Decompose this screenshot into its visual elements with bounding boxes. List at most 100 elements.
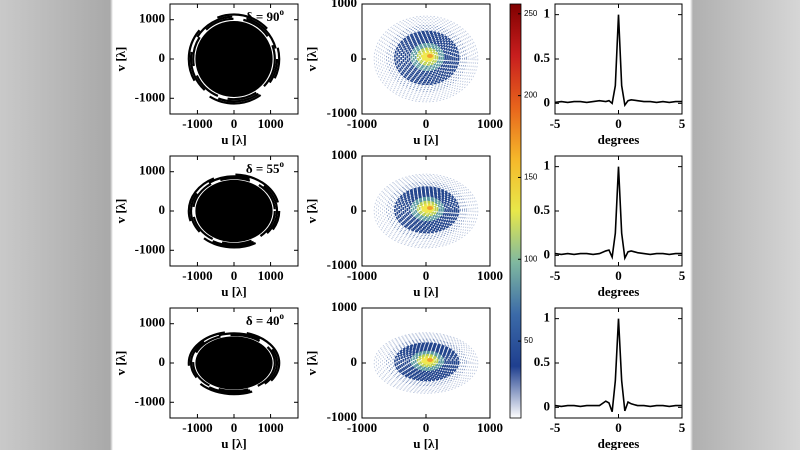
density-ring [414,45,441,68]
y-tick-label: 1000 [331,147,357,162]
density-ring [377,18,475,99]
x-tick-label: 1000 [477,116,503,131]
y-tick-label: 0 [351,202,358,217]
density-peak [427,54,433,58]
density-ring [402,346,452,377]
beam-profile [554,318,682,413]
beam-profile [554,14,682,108]
density [373,15,479,103]
density-ring [375,175,477,247]
coverage [187,13,281,105]
uv-coverage [195,179,273,243]
y-tick-label: 0 [544,94,551,109]
density-ring [416,200,439,217]
y-tick-label: -1000 [135,393,165,408]
y-tick-label: -1000 [327,409,357,424]
annotation-superscript: o [280,7,285,17]
x-tick-label: -1000 [347,420,377,435]
colorbar-tick-label: 50 [524,336,533,345]
colorbar-tick-label: 250 [524,9,538,18]
density-ring [377,334,475,392]
density-ring [396,343,458,380]
density-peak [427,358,433,362]
density-ring [406,348,448,374]
y-tick-label: 0 [351,354,358,369]
beam-profile [554,166,682,261]
y-axis-label: v [λ] [304,199,319,224]
y-tick-label: 0 [159,50,166,65]
x-axis-label: degrees [598,284,640,299]
uv-coverage [195,20,273,98]
density-ring [404,347,450,375]
x-tick-label: 0 [615,420,622,435]
density-ring [373,15,479,103]
density-ring [388,182,465,238]
y-tick-label: 0.5 [534,354,551,369]
x-axis-label: u [λ] [221,284,247,299]
density-ring [398,344,456,379]
x-tick-label: 5 [679,420,686,435]
x-axis-label: u [λ] [413,132,439,147]
density-ring [379,177,473,244]
x-tick-label: 0 [231,116,238,131]
density-ring [375,333,477,393]
colorbar-tick-label: 150 [524,173,538,182]
y-tick-label: 0.5 [534,202,551,217]
annotation-superscript: o [280,311,285,321]
density-ring [394,30,460,86]
density-ring [398,188,456,231]
density-ring [408,41,447,73]
density-ring [412,198,443,220]
annotation-text: δ = 55 [246,161,280,176]
uv-track [192,333,276,393]
density-ring [404,38,450,77]
x-tick-label: 5 [679,268,686,283]
density-ring [416,47,439,66]
y-tick-label: 1000 [139,315,165,330]
density-peak [427,206,433,210]
density-ring [400,190,454,229]
y-tick-label: 1000 [139,11,165,26]
density-ring [414,199,441,218]
uv-track [189,332,279,394]
density-ring [412,351,443,370]
x-tick-label: -1000 [182,268,212,283]
density-ring [402,36,452,78]
y-tick-label: 1 [544,310,551,325]
colorbar [509,3,522,419]
density-ring [406,39,448,75]
density-ring [373,332,479,394]
density-ring [408,195,447,223]
density [373,173,479,249]
x-tick-label: 1000 [477,420,503,435]
density-ring [388,339,465,385]
density-ring [392,29,461,87]
uv-track [187,173,281,249]
x-axis-label: u [λ] [221,436,247,450]
y-tick-label: 1 [544,6,551,21]
density-ring [416,353,439,368]
x-tick-label: 0 [231,268,238,283]
colorbar-tick-label: 200 [524,91,538,100]
x-tick-label: 1000 [258,116,284,131]
y-tick-label: 0 [159,354,166,369]
x-tick-label: -1000 [182,116,212,131]
x-tick-label: 0 [615,116,622,131]
x-tick-label: 0 [231,420,238,435]
density-ring [390,340,463,384]
density-ring [410,42,445,71]
x-tick-label: 0 [615,268,622,283]
density-ring [400,345,454,378]
y-tick-label: 1000 [331,0,357,10]
x-tick-label: 0 [423,268,430,283]
x-tick-label: -1000 [347,116,377,131]
density-ring [418,355,437,366]
annotation-superscript: o [280,159,285,169]
density-ring [396,187,458,232]
density-ring [384,23,469,94]
x-tick-label: -5 [550,268,561,283]
density-ring [400,35,454,80]
uv-track [187,330,281,396]
density [373,332,479,394]
